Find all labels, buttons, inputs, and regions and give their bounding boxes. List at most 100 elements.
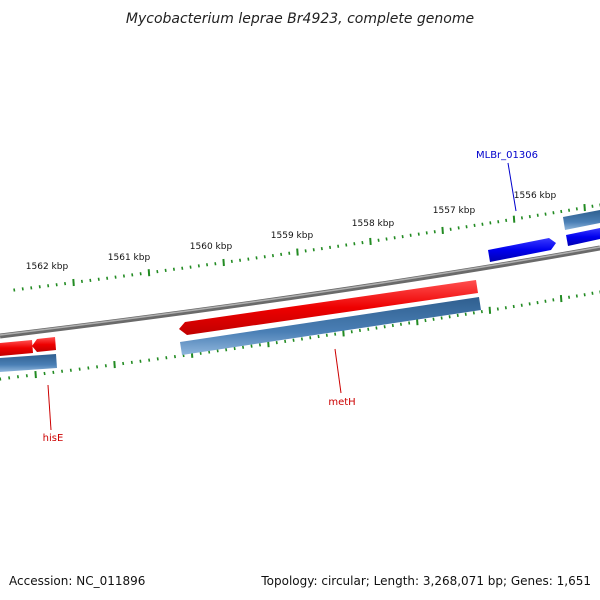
outer-minor-tick — [591, 204, 594, 208]
outer-minor-tick — [239, 258, 242, 262]
inner-minor-tick — [317, 334, 320, 339]
inner-minor-tick — [122, 361, 125, 366]
outer-minor-tick — [172, 267, 175, 271]
outer-minor-tick — [197, 264, 200, 268]
label-line-MLBr_01306 — [507, 162, 517, 212]
outer-minor-tick — [528, 214, 531, 219]
outer-minor-tick — [80, 279, 83, 284]
inner-minor-tick — [536, 300, 539, 305]
inner-minor-tick — [334, 332, 337, 336]
outer-minor-tick — [189, 265, 192, 269]
inner-minor-tick — [575, 294, 578, 298]
inner-minor-tick — [208, 350, 211, 354]
outer-minor-tick — [345, 243, 348, 247]
outer-minor-tick — [122, 274, 125, 278]
outer-minor-tick — [425, 231, 428, 235]
gene-reverse-edge[interactable] — [0, 340, 33, 356]
outer-minor-tick — [263, 255, 266, 259]
outer-minor-tick — [280, 252, 283, 257]
outer-major-tick — [583, 204, 586, 212]
outer-minor-tick — [64, 281, 67, 286]
inner-minor-tick — [8, 376, 11, 380]
cds-hisE[interactable] — [0, 354, 57, 372]
inner-minor-tick — [350, 330, 353, 334]
outer-minor-tick — [30, 286, 33, 290]
outer-minor-tick — [206, 263, 209, 267]
outer-minor-tick — [97, 277, 100, 281]
outer-minor-tick — [164, 268, 167, 273]
gene-MLBr_01306[interactable] — [488, 238, 556, 262]
inner-minor-tick — [520, 303, 523, 307]
outer-major-tick — [441, 226, 444, 234]
genome-backbone-highlight — [0, 246, 600, 336]
outer-minor-tick — [489, 221, 492, 225]
outer-minor-tick — [497, 220, 500, 224]
outer-minor-tick — [377, 238, 380, 242]
gene-label-MLBr_01306[interactable]: MLBr_01306 — [476, 150, 538, 161]
gene-label-metH[interactable]: metH — [328, 397, 355, 408]
outer-minor-tick — [337, 244, 340, 248]
forward-genes — [488, 228, 600, 262]
outer-minor-tick — [255, 256, 258, 260]
outer-minor-tick — [114, 275, 117, 279]
inner-minor-tick — [440, 316, 443, 320]
cds-forward-edge[interactable] — [563, 210, 600, 230]
gene-label-hisE[interactable]: hisE — [43, 433, 64, 444]
outer-minor-tick — [156, 269, 159, 274]
inner-minor-tick — [139, 359, 142, 363]
inner-minor-tick — [16, 375, 19, 379]
outer-minor-tick — [568, 208, 571, 212]
outer-minor-tick — [55, 283, 58, 287]
kbp-label-1562: 1562 kbp — [26, 262, 69, 272]
genome-backbone — [0, 245, 600, 339]
gene-metH[interactable] — [179, 280, 478, 335]
inner-minor-tick — [148, 358, 151, 362]
outer-major-tick — [72, 278, 75, 287]
inner-minor-tick — [552, 298, 555, 302]
inner-minor-tick — [225, 348, 228, 352]
outer-major-tick — [369, 237, 372, 245]
cds-metH[interactable] — [180, 297, 481, 355]
inner-minor-tick — [399, 322, 402, 326]
outer-major-tick — [512, 215, 516, 223]
kbp-label-1556: 1556 kbp — [514, 191, 557, 201]
outer-minor-tick — [473, 223, 476, 228]
outer-minor-tick — [457, 226, 460, 230]
gene-forward-edge[interactable] — [566, 228, 600, 246]
outer-minor-tick — [304, 249, 307, 253]
outer-minor-tick — [89, 278, 92, 283]
inner-minor-tick — [591, 291, 594, 295]
gene-hisE[interactable] — [32, 337, 56, 352]
outer-minor-tick — [288, 251, 291, 255]
inner-minor-tick — [43, 371, 46, 376]
inner-minor-tick — [0, 377, 2, 381]
outer-minor-tick — [21, 287, 24, 291]
inner-minor-tick — [25, 374, 28, 378]
label-line-metH — [334, 348, 342, 394]
inner-minor-tick — [130, 360, 133, 365]
inner-minor-tick — [325, 333, 328, 337]
inner-minor-tick — [432, 317, 435, 321]
inner-minor-tick — [233, 346, 236, 351]
outer-minor-tick — [385, 237, 388, 241]
label-line-hisE — [47, 384, 52, 431]
inner-minor-tick — [568, 295, 571, 299]
inner-minor-tick — [464, 312, 467, 316]
inner-minor-tick — [52, 370, 55, 375]
inner-minor-tick — [87, 366, 90, 370]
outer-minor-tick — [139, 272, 142, 276]
outer-major-tick — [222, 258, 225, 267]
outer-minor-tick — [449, 227, 452, 231]
outer-minor-tick — [47, 284, 50, 288]
inner-minor-tick — [284, 339, 287, 344]
outer-minor-tick — [520, 216, 523, 220]
outer-minor-tick — [247, 257, 250, 261]
inner-minor-tick — [504, 306, 507, 310]
inner-minor-tick — [61, 369, 64, 373]
inner-minor-tick — [69, 368, 72, 372]
outer-minor-tick — [271, 253, 274, 258]
outer-minor-tick — [13, 288, 16, 292]
kbp-label-1559: 1559 kbp — [271, 231, 314, 241]
outer-minor-tick — [481, 222, 484, 226]
inner-minor-tick — [496, 307, 499, 311]
